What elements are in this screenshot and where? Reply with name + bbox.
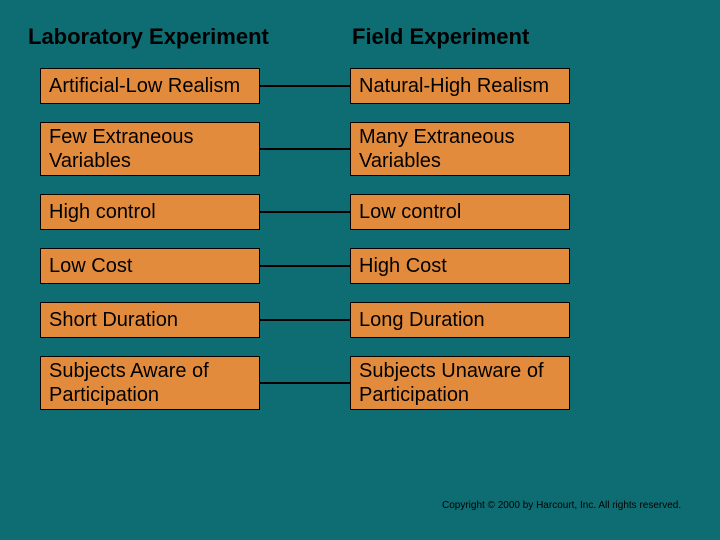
cell-left: Artificial-Low Realism — [40, 68, 260, 104]
cell-left: High control — [40, 194, 260, 230]
connector-line — [260, 211, 350, 213]
connector-line — [260, 265, 350, 267]
cell-right: Many Extraneous Variables — [350, 122, 570, 176]
comparison-row: High control Low control — [0, 194, 720, 230]
cell-left: Few Extraneous Variables — [40, 122, 260, 176]
cell-right: Natural-High Realism — [350, 68, 570, 104]
copyright-text: Copyright © 2000 by Harcourt, Inc. All r… — [442, 500, 681, 511]
comparison-row: Low Cost High Cost — [0, 248, 720, 284]
slide: Laboratory Experiment Field Experiment A… — [0, 0, 720, 540]
cell-right: Subjects Unaware of Participation — [350, 356, 570, 410]
cell-left: Subjects Aware of Participation — [40, 356, 260, 410]
column-header-left: Laboratory Experiment — [28, 24, 269, 50]
connector-line — [260, 319, 350, 321]
connector-line — [260, 382, 350, 384]
comparison-row: Few Extraneous Variables Many Extraneous … — [0, 122, 720, 176]
column-header-right: Field Experiment — [352, 24, 529, 50]
cell-right: Long Duration — [350, 302, 570, 338]
cell-left: Short Duration — [40, 302, 260, 338]
cell-right: High Cost — [350, 248, 570, 284]
cell-left: Low Cost — [40, 248, 260, 284]
cell-right: Low control — [350, 194, 570, 230]
comparison-row: Artificial-Low Realism Natural-High Reali… — [0, 68, 720, 104]
connector-line — [260, 85, 350, 87]
connector-line — [260, 148, 350, 150]
comparison-row: Subjects Aware of Participation Subjects … — [0, 356, 720, 410]
comparison-row: Short Duration Long Duration — [0, 302, 720, 338]
